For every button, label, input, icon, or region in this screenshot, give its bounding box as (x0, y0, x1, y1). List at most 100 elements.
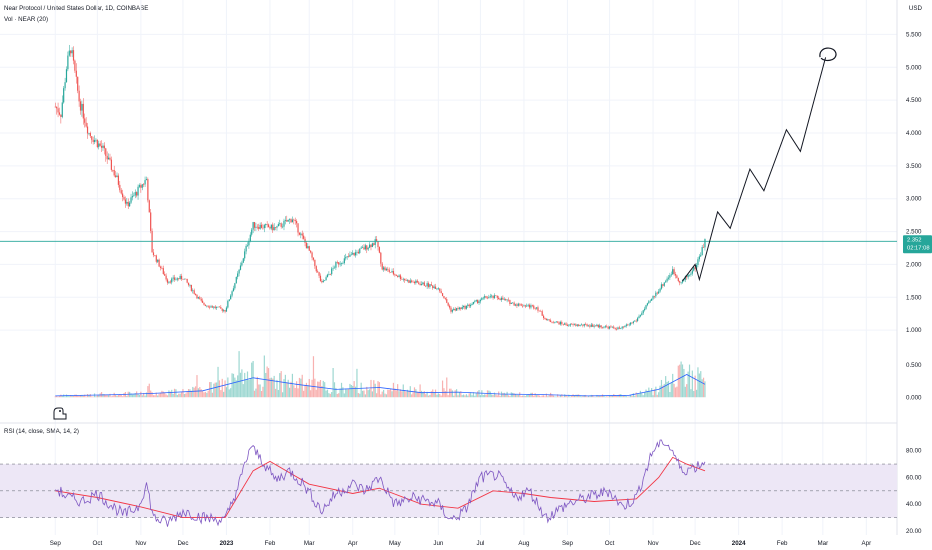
volume-bar (287, 379, 289, 398)
candle-body (150, 212, 152, 231)
volume-bar (579, 395, 581, 398)
candle-body (144, 180, 146, 185)
candle-body (251, 229, 253, 235)
candle-body (524, 305, 526, 307)
candle-body (134, 192, 136, 196)
volume-bar (555, 396, 557, 398)
volume-bar (603, 395, 605, 398)
volume-bar (676, 386, 678, 398)
volume-bar (117, 395, 120, 398)
candle-body (296, 221, 298, 224)
candle-body (383, 267, 385, 270)
price-tick-label: 1.000 (906, 327, 922, 334)
target-circle-drawing[interactable] (819, 47, 837, 62)
volume-bar (434, 389, 437, 398)
volume-bar (524, 396, 526, 398)
candle-body (112, 169, 114, 171)
candle-body (683, 279, 685, 281)
candle-body (123, 197, 125, 200)
volume-bar (569, 396, 571, 398)
candle-body (164, 274, 166, 276)
volume-bar (244, 372, 246, 398)
volume-bar (274, 388, 277, 398)
candle-body (322, 280, 324, 283)
volume-bar (498, 391, 500, 398)
volume-bar (227, 377, 229, 398)
candle-body (152, 252, 155, 256)
rsi-axis-ticks[interactable]: 20.00 40.00 60.00 80.00 (906, 448, 922, 535)
candle-body (688, 274, 691, 276)
candle-body (324, 280, 326, 281)
candle-body (159, 266, 162, 268)
candle-body (100, 145, 103, 148)
volume-bar (317, 381, 319, 398)
zigzag-projection-drawing[interactable] (682, 57, 827, 282)
candle-body (398, 275, 400, 277)
candle-body (478, 301, 480, 304)
candle-body (86, 126, 89, 134)
time-tick-label: May (389, 540, 402, 547)
price-tick-label: 4.000 (906, 130, 922, 137)
candle-body (274, 227, 277, 228)
candle-body (204, 304, 207, 306)
volume-bar (625, 396, 627, 398)
candle-body (447, 302, 449, 306)
candle-body (190, 285, 192, 291)
candle-body (378, 247, 381, 253)
volume-bar (249, 378, 251, 398)
volume-bar (426, 391, 428, 398)
volume-bar (401, 391, 403, 398)
candle-body (95, 139, 97, 141)
candle-body (180, 275, 183, 280)
candle-body (472, 301, 475, 304)
time-axis-ticks[interactable]: Sep Oct Nov Dec 2023 Feb Mar Apr May Jun Jul Aug Sep… (50, 540, 871, 547)
candle-body (114, 175, 117, 177)
candle-body (312, 257, 315, 260)
volume-bar (642, 395, 644, 398)
volume-bar (231, 373, 233, 398)
candle-body (660, 284, 663, 289)
volume-bar (644, 392, 646, 398)
candle-body (301, 233, 303, 236)
volume-bar (145, 392, 148, 398)
candle-body (366, 245, 368, 250)
candle-body (155, 255, 157, 262)
candle-body (677, 278, 679, 282)
volume-bar (262, 386, 264, 398)
candle-body (217, 306, 219, 308)
rsi-legend[interactable]: RSI (14, close, SMA, 14, 2) (4, 428, 79, 435)
candle-body (218, 306, 221, 308)
candle-body (304, 238, 306, 243)
volume-bar (178, 393, 180, 398)
volume-bar (279, 373, 281, 398)
volume-bar (694, 375, 696, 398)
candle-body (317, 271, 319, 273)
volume-bar (72, 396, 75, 398)
symbol-title[interactable]: Near Protocol / United States Dollar, 1D… (4, 5, 149, 12)
volume-bar (324, 382, 326, 398)
volume-bar (82, 395, 84, 398)
volume-bar (648, 387, 650, 398)
volume-bar (161, 390, 163, 398)
volume-bar (122, 396, 124, 398)
volume-axis-ticks[interactable]: 0.000 0.500 (906, 362, 922, 402)
candle-body (613, 326, 615, 328)
candle-body (599, 325, 601, 328)
volume-bar (383, 389, 385, 398)
volume-bar (246, 371, 249, 398)
candle-body (593, 325, 595, 327)
candle-body (331, 268, 333, 275)
volume-bar (189, 389, 191, 398)
candle-body (346, 256, 348, 258)
volume-bar (470, 392, 472, 398)
volume-bar (103, 394, 105, 398)
price-axis-ticks[interactable]: 1.000 1.500 2.000 2.500 3.000 3.500 4.000 4.500… (906, 31, 922, 334)
candle-body (620, 328, 622, 329)
volume-bar (131, 394, 134, 398)
candle-body (406, 280, 409, 281)
volume-bar (659, 385, 661, 398)
candle-body (697, 259, 699, 265)
volume-bar (77, 395, 79, 398)
volume-legend[interactable]: Vol · NEAR (20) (4, 16, 49, 23)
